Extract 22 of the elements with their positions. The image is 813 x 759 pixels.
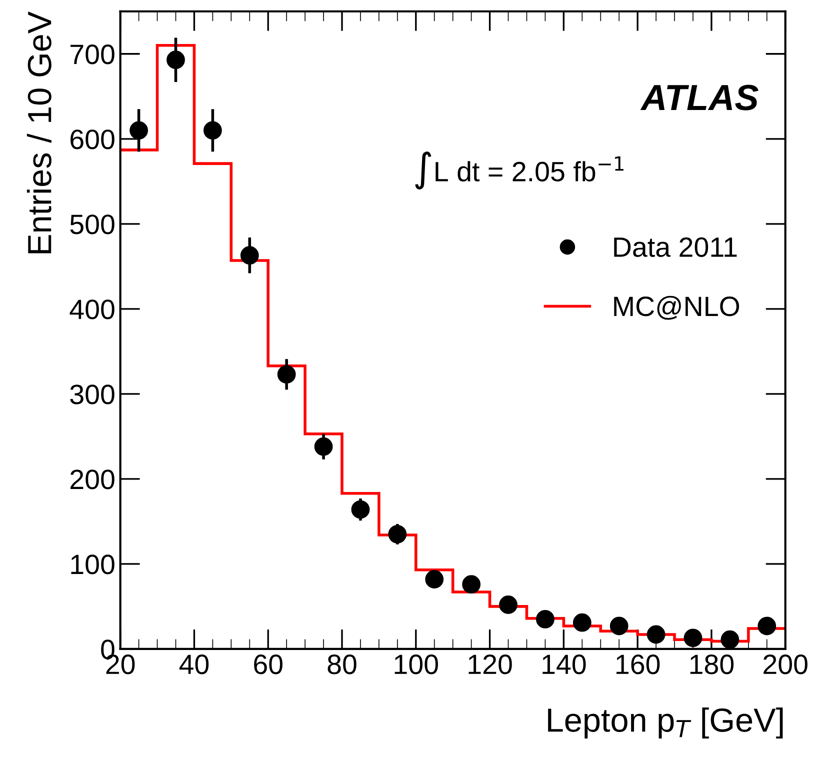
x-axis-title: Lepton p$_{T}$ [GeV] [548,707,783,739]
x-tick-label: 120 [468,654,512,674]
annotation: ATLAS [640,84,758,110]
y-axis-title: Entries / 10 GeV [26,12,52,254]
y-tick-label: 100 [71,554,114,574]
legend-label: Data 2011 [614,237,737,258]
y-tick-label: 700 [70,44,114,64]
x-tick-label: 40 [179,654,209,674]
y-tick-label: 300 [70,384,114,404]
x-tick-label: 180 [690,654,734,674]
y-tick-label: 200 [70,470,114,490]
x-tick-label: 100 [394,654,438,674]
x-tick-label: 200 [764,654,808,674]
x-tick-label: 80 [328,654,356,674]
x-tick-label: 60 [254,654,282,674]
y-tick-label: 400 [70,300,114,320]
y-tick-label: 600 [70,130,114,150]
annotation: ∫L dt = 2.05 fb$^{−1}$ [415,151,624,190]
x-tick-label: 160 [616,654,660,674]
legend-label: MC@NLO [614,296,740,320]
y-tick-label: 500 [70,214,114,234]
x-tick-label: 140 [542,654,586,674]
